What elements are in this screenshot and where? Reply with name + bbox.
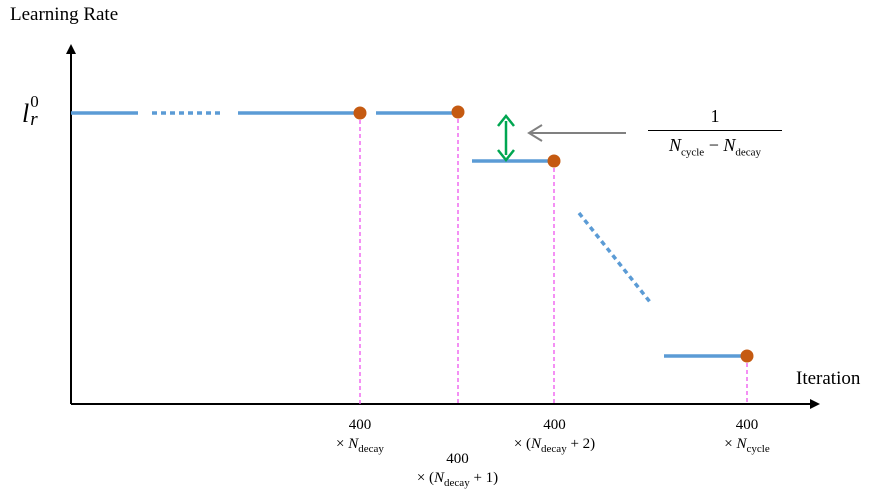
formula-var: N — [668, 135, 681, 155]
step-arrow-head-top — [497, 113, 515, 127]
formula-numerator: 1 — [710, 106, 720, 126]
lr-point — [353, 106, 367, 120]
x-tick-var: N — [434, 470, 445, 486]
x-tick-label: 400 × Ncycle — [707, 416, 787, 459]
x-tick-number: 400 — [543, 417, 566, 433]
x-axis-label: Iteration — [796, 368, 861, 389]
x-tick-sub: cycle — [746, 443, 770, 455]
x-tick-var: N — [531, 436, 542, 452]
x-tick-label: 400 × (Ndecay + 1) — [390, 450, 525, 493]
y-axis-label: Learning Rate — [10, 4, 119, 25]
x-tick-prefix: × — [724, 436, 737, 452]
lr-segment-dotted — [577, 211, 652, 304]
formula-sub: cycle — [680, 146, 705, 159]
formula-minus: − — [704, 135, 724, 155]
step-size-formula: 1 Ncycle − Ndecay — [648, 106, 782, 159]
x-tick-sub: decay — [444, 477, 470, 489]
x-tick-number: 400 — [348, 417, 372, 433]
x-tick-sub: decay — [541, 443, 567, 455]
y-tick-symbol: l — [22, 99, 30, 128]
pointer-arrow-head — [527, 124, 543, 142]
x-tick-var: N — [348, 436, 359, 452]
formula-var: N — [723, 135, 736, 155]
x-tick-number: 400 — [446, 451, 469, 467]
lr-point — [547, 154, 561, 168]
x-tick-prefix: × — [336, 436, 349, 452]
x-tick-suffix: + 1) — [469, 470, 499, 486]
step-arrow-head-bottom — [497, 149, 515, 163]
lr-point — [740, 349, 754, 363]
x-tick-suffix: + 2) — [566, 436, 596, 452]
x-tick-var: N — [736, 436, 747, 452]
x-tick-prefix: × ( — [416, 470, 435, 486]
lr-point — [451, 105, 465, 119]
y-tick-sup: 0 — [30, 92, 39, 111]
x-tick-sub: decay — [358, 443, 384, 455]
x-tick-number: 400 — [735, 417, 759, 433]
y-tick-sub: r — [30, 109, 38, 130]
x-tick-label: 400 × (Ndecay + 2) — [487, 416, 622, 459]
x-tick-prefix: × ( — [513, 436, 532, 452]
formula-sub: decay — [735, 146, 762, 159]
x-tick-label: 400 × Ndecay — [320, 416, 400, 459]
formula-denominator: Ncycle − Ndecay — [648, 130, 782, 159]
